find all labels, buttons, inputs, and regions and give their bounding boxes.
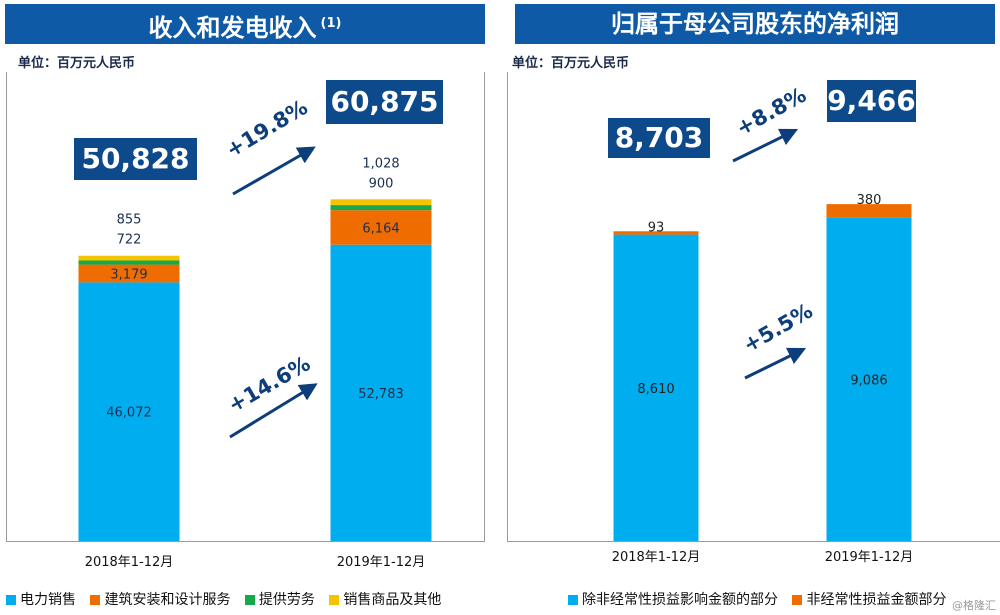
- x-tick-label: 2019年1-12月: [337, 555, 426, 570]
- bar-segment: [330, 244, 432, 541]
- data-label: 855: [117, 213, 142, 228]
- data-label: 380: [857, 193, 882, 208]
- left-x-axis: [6, 541, 484, 542]
- x-tick-label: 2019年1-12月: [825, 550, 914, 565]
- right-total-2019: 9,466: [827, 80, 916, 122]
- bar-segment: [330, 205, 432, 211]
- x-tick-label: 2018年1-12月: [85, 555, 174, 570]
- bar-segment: [330, 199, 432, 206]
- right-total-2018: 8,703: [608, 118, 710, 158]
- legend-swatch: [244, 595, 255, 605]
- bar-segment: [826, 217, 912, 541]
- left-panel-right-border: [484, 72, 485, 542]
- bar-segment: [78, 282, 180, 541]
- bar-segment: [330, 210, 432, 245]
- legend-swatch: [329, 595, 340, 605]
- bar-segment: [613, 231, 699, 235]
- legend-item-nonrecurring: 非经常性损益金额部分: [792, 589, 946, 609]
- right-unit-label: 单位：百万元人民币: [512, 56, 630, 71]
- data-label: 93: [648, 220, 665, 235]
- legend-label: 除非经常性损益影响金额的部分: [582, 592, 778, 608]
- legend-label: 非经常性损益金额部分: [806, 592, 947, 608]
- data-label: 52,783: [358, 387, 404, 402]
- right-legend: 除非经常性损益影响金额的部分 非经常性损益金额部分: [568, 589, 956, 609]
- bar-segment: [826, 204, 912, 218]
- data-label: 1,028: [362, 156, 399, 171]
- left-panel-title: 收入和发电收入 (1): [5, 4, 485, 44]
- bar-segment: [613, 234, 699, 541]
- legend-label: 建筑安装和设计服务: [104, 592, 231, 608]
- left-unit-label: 单位：百万元人民币: [18, 56, 136, 71]
- bar-segment: [78, 255, 180, 261]
- legend-item-core-profit: 除非经常性损益影响金额的部分: [568, 589, 778, 609]
- data-label: 8,610: [637, 382, 674, 397]
- legend-label: 电力销售: [20, 592, 76, 608]
- left-title-footnote: (1): [320, 16, 342, 31]
- legend-swatch: [90, 595, 101, 605]
- legend-item-goods-other: 销售商品及其他: [329, 589, 441, 609]
- legend-item-power-sales: 电力销售: [6, 589, 76, 609]
- left-total-2019: 60,875: [326, 80, 443, 124]
- right-panel-left-border: [507, 72, 508, 542]
- arrow-icon: [232, 146, 316, 196]
- bar-segment: [78, 260, 180, 265]
- bar-segment: [78, 264, 180, 283]
- legend-item-construction: 建筑安装和设计服务: [90, 589, 230, 609]
- left-total-2018: 50,828: [74, 138, 197, 180]
- data-label: 3,179: [110, 267, 147, 282]
- data-label: 722: [117, 233, 142, 248]
- legend-swatch: [6, 595, 16, 605]
- watermark-text: @格隆汇: [952, 599, 996, 612]
- data-label: 46,072: [106, 406, 152, 421]
- arrow-icon: [229, 383, 318, 439]
- legend-swatch: [792, 595, 803, 605]
- legend-item-services: 提供劳务: [244, 589, 315, 609]
- arrow-icon: [744, 347, 807, 380]
- data-label: 9,086: [850, 373, 887, 388]
- legend-label: 提供劳务: [258, 592, 315, 608]
- right-panel-title: 归属于母公司股东的净利润: [515, 4, 995, 44]
- legend-swatch: [568, 595, 578, 605]
- data-label: 6,164: [362, 221, 399, 236]
- legend-label: 销售商品及其他: [343, 592, 442, 608]
- left-legend: 电力销售 建筑安装和设计服务 提供劳务 销售商品及其他: [6, 589, 451, 609]
- left-title-text: 收入和发电收入: [148, 14, 317, 42]
- x-tick-label: 2018年1-12月: [612, 550, 701, 565]
- left-panel-left-border: [6, 72, 7, 542]
- data-label: 900: [369, 176, 394, 191]
- arrow-icon: [732, 128, 799, 163]
- right-x-axis: [507, 541, 1000, 542]
